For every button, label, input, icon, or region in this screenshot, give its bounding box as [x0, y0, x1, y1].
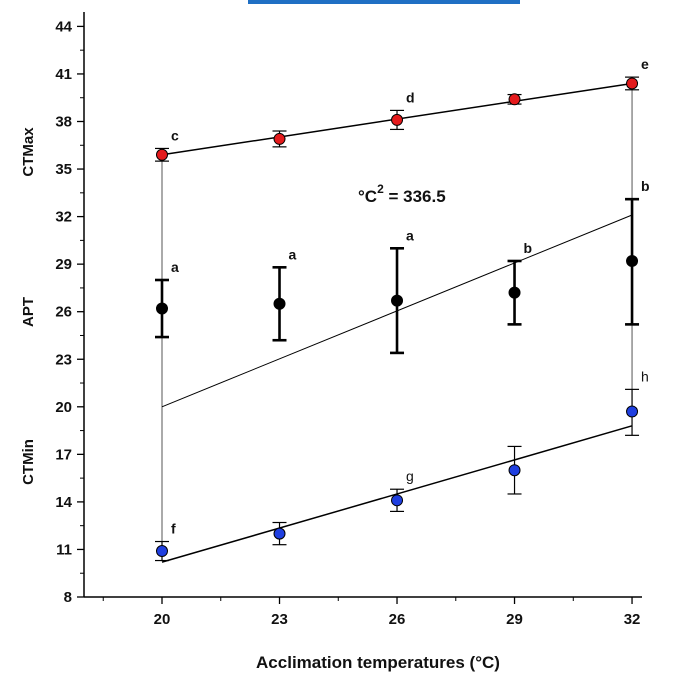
data-point-apt	[273, 297, 286, 310]
y-tick-label: 17	[55, 446, 72, 463]
y-tick-label: 44	[55, 18, 72, 35]
significance-letter: e	[641, 56, 649, 72]
y-tick-label: 20	[55, 399, 72, 416]
data-point-apt	[391, 294, 404, 307]
data-point-ctmax	[273, 132, 286, 145]
data-point-apt	[156, 302, 168, 315]
y-tick-label: 41	[55, 66, 72, 83]
top-bar	[248, 0, 520, 4]
data-point-ctmin	[273, 527, 286, 540]
data-point-ctmax	[156, 148, 168, 161]
data-point-ctmin	[508, 464, 521, 477]
significance-letter: a	[406, 227, 414, 243]
annotation-unit: °C	[358, 187, 377, 206]
y-tick-label: 32	[55, 209, 72, 226]
significance-letter: b	[641, 178, 650, 194]
group-label: APT	[20, 297, 37, 327]
data-point-ctmax	[626, 77, 639, 90]
y-tick-label: 35	[55, 161, 72, 178]
data-point-ctmax	[391, 113, 404, 126]
significance-letter: f	[171, 521, 176, 537]
significance-letter: g	[406, 468, 414, 484]
labels: Acclimation temperatures (°C) CTMax APT CTM…	[20, 127, 500, 672]
x-axis-title: Acclimation temperatures (°C)	[256, 653, 500, 672]
y-tick-label: 14	[55, 494, 72, 511]
data-point-ctmin	[391, 494, 404, 507]
data-points	[156, 77, 639, 558]
group-label: CTMax	[20, 127, 37, 177]
significance-letter: d	[406, 89, 415, 105]
annotation-sup: 2	[377, 182, 384, 196]
data-point-ctmax	[508, 93, 521, 106]
annotation-value: = 336.5	[384, 187, 446, 206]
y-tick-label: 38	[55, 114, 72, 131]
data-point-ctmin	[626, 405, 639, 418]
significance-letter: h	[641, 368, 649, 384]
x-tick-label: 20	[154, 611, 171, 628]
significance-letter: a	[171, 259, 179, 275]
x-tick-label: 23	[271, 611, 288, 628]
data-point-ctmin	[156, 545, 168, 558]
y-tick-label: 11	[56, 541, 72, 558]
x-tick-label: 26	[389, 611, 406, 628]
significance-letters: c d e a a a b b f g h	[171, 56, 650, 536]
significance-letter: b	[524, 240, 533, 256]
y-tick-label: 29	[55, 256, 72, 273]
x-tick-label: 32	[624, 611, 641, 628]
axes: 8 11 14 17 20 23 26 29 32 35 38 41 44 20 23 26 29 32	[55, 12, 642, 628]
data-point-apt	[508, 286, 521, 299]
group-label: CTMin	[20, 439, 37, 485]
y-tick-label: 8	[64, 589, 72, 606]
significance-letter: a	[289, 246, 297, 262]
error-bars	[155, 76, 640, 562]
x-tick-label: 29	[506, 611, 523, 628]
significance-letter: c	[171, 127, 179, 143]
data-point-apt	[626, 254, 639, 267]
y-tick-label: 23	[55, 351, 72, 368]
annotation: °C2 = 336.5	[358, 182, 446, 206]
y-tick-label: 26	[55, 304, 72, 321]
